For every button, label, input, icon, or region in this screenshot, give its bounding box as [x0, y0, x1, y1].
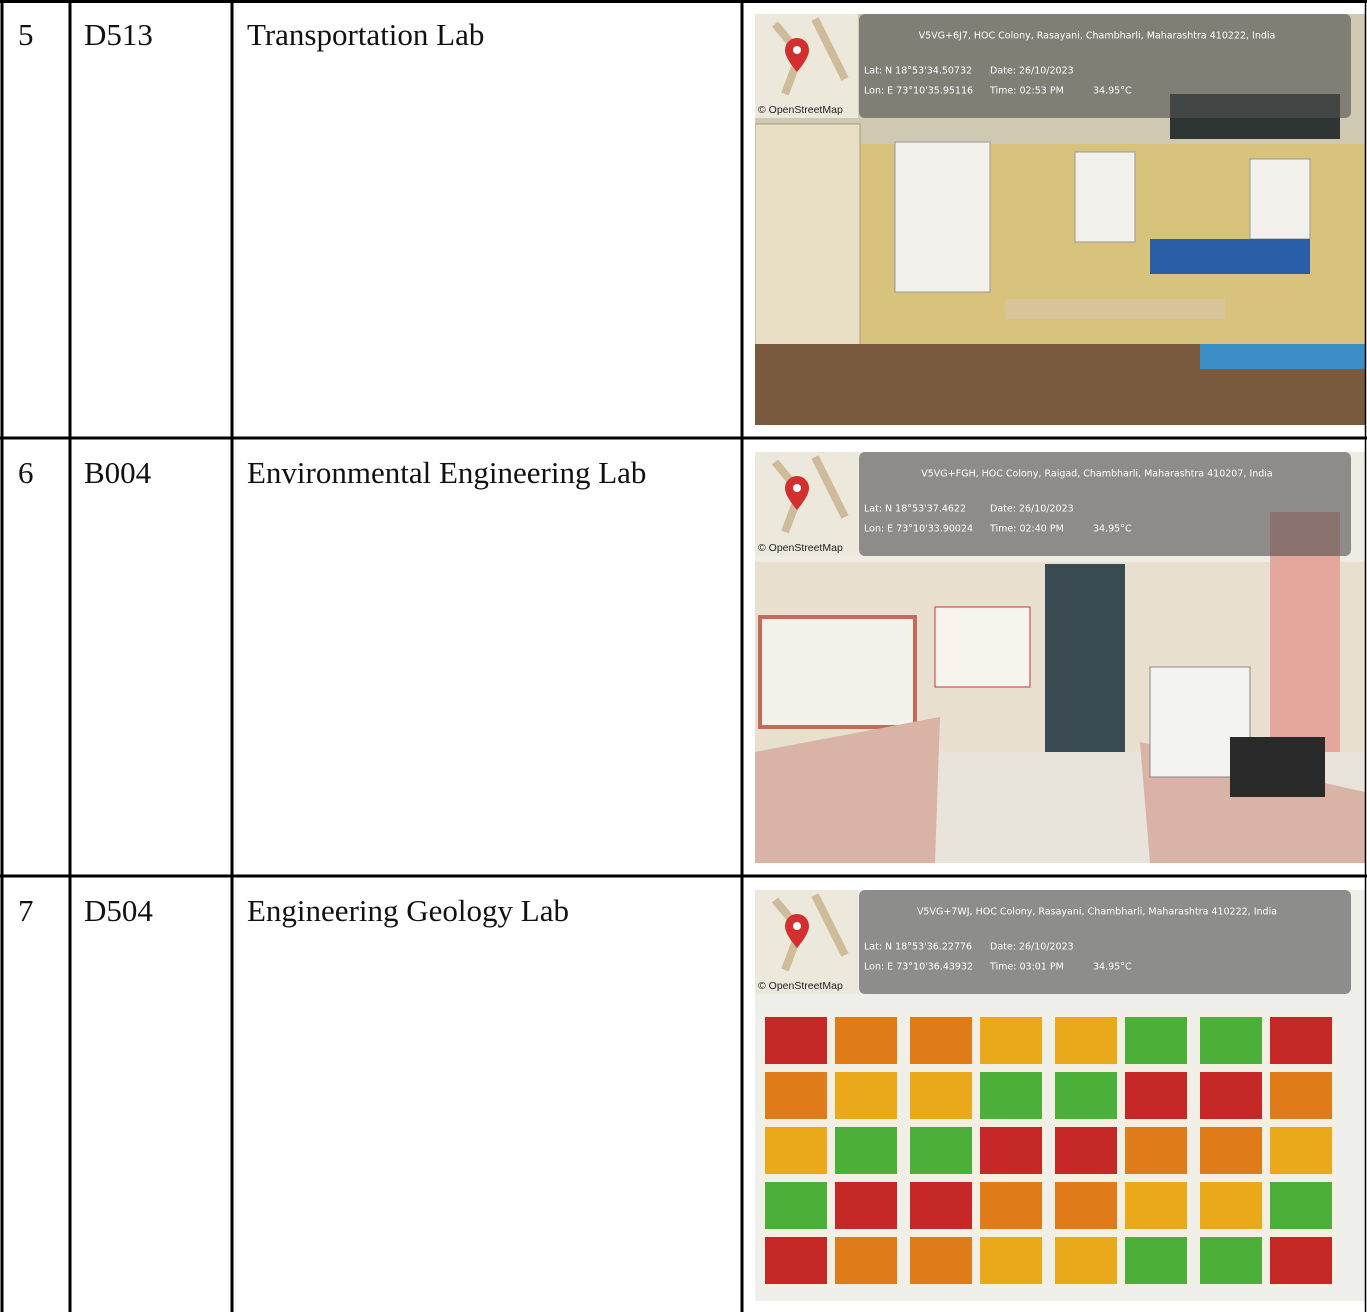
shelf-box: [1121, 1178, 1191, 1233]
blue-bench: [1150, 239, 1310, 274]
geotag-lon: Lon: E 73°10'36.43932: [864, 962, 973, 973]
shelf-box: [1051, 1233, 1121, 1288]
shelf-box: [1121, 1123, 1191, 1178]
poster: [1249, 158, 1311, 240]
table-row: 5 D513 Transportation Lab V5VG+6J7, HOC Col…: [18, 14, 1365, 425]
counter: [755, 717, 940, 863]
geotag-time: Time: 02:40 PM: [989, 524, 1064, 535]
geotag-address: V5VG+6J7, HOC Colony, Rasayani, Chambhar…: [919, 31, 1276, 42]
geotag-temperature: 34.95°C: [1093, 962, 1132, 973]
shelf-box: [831, 1123, 901, 1178]
shelf-box: [1051, 1123, 1121, 1178]
map-pin-dot: [793, 484, 801, 492]
shelf-box: [761, 1068, 831, 1123]
lab-name: Environmental Engineering Lab: [247, 455, 646, 490]
table-row: 6 B004 Environmental Engineering Lab V5VG+F…: [18, 452, 1365, 863]
shelf-box: [831, 1013, 901, 1068]
shelf-box: [1266, 1178, 1336, 1233]
shelf-box: [906, 1178, 976, 1233]
chart: [934, 606, 1031, 688]
geotag-time: Time: 02:53 PM: [989, 86, 1064, 97]
room-code: D504: [84, 893, 153, 928]
shelf-box: [1266, 1013, 1336, 1068]
geotag-lat: Lat: N 18°53'36.22776: [864, 942, 972, 953]
blue-bench: [1200, 344, 1365, 369]
shelf-box: [1051, 1013, 1121, 1068]
shelf-box: [976, 1013, 1046, 1068]
geotag-date: Date: 26/10/2023: [990, 504, 1074, 515]
instrument: [1230, 737, 1325, 797]
map-pin-dot: [793, 922, 801, 930]
shelf-box: [906, 1123, 976, 1178]
room-code: D513: [84, 17, 153, 52]
geotag-box: [859, 14, 1351, 118]
shelf-box: [831, 1233, 901, 1288]
map-pin-dot: [793, 46, 801, 54]
shelf-box: [761, 1178, 831, 1233]
shelf-box: [1051, 1068, 1121, 1123]
geotag-lat: Lat: N 18°53'37.4622: [864, 504, 966, 515]
shelf-box: [1051, 1178, 1121, 1233]
shelf-box: [1266, 1123, 1336, 1178]
shelf-box: [761, 1123, 831, 1178]
geotag-box: [859, 452, 1351, 556]
shelf-box: [1121, 1233, 1191, 1288]
shelf-box: [976, 1233, 1046, 1288]
shelf-box: [831, 1068, 901, 1123]
geotag-time: Time: 03:01 PM: [989, 962, 1064, 973]
map-pin: [785, 914, 809, 948]
shelf-box: [906, 1233, 976, 1288]
geotag-address: V5VG+7WJ, HOC Colony, Rasayani, Chambhar…: [917, 907, 1277, 918]
row-number: 7: [18, 893, 34, 928]
row-number: 5: [18, 17, 34, 52]
geotag-temperature: 34.95°C: [1093, 524, 1132, 535]
poster: [894, 141, 991, 293]
map-pin: [785, 38, 809, 72]
poster: [1074, 151, 1136, 243]
shelf-box: [1196, 1178, 1266, 1233]
lab-photo: V5VG+FGH, HOC Colony, Raigad, Chambharli…: [755, 452, 1365, 863]
geotag-lat: Lat: N 18°53'34.50732: [864, 66, 972, 77]
shelf-box: [831, 1178, 901, 1233]
shelf-box: [1121, 1068, 1191, 1123]
geotag-lon: Lon: E 73°10'33.90024: [864, 524, 973, 535]
shelf-box: [1266, 1068, 1336, 1123]
shelf-box: [906, 1068, 976, 1123]
shelf-box: [761, 1233, 831, 1288]
map-credit: © OpenStreetMap: [758, 980, 843, 992]
shelf-box: [976, 1123, 1046, 1178]
shelf-box: [1196, 1123, 1266, 1178]
table-row: 7 D504 Engineering Geology Lab V5VG+7WJ, HO…: [18, 890, 1365, 1301]
lab-name: Transportation Lab: [247, 17, 484, 52]
shelf-box: [1196, 1233, 1266, 1288]
geotag-temperature: 34.95°C: [1093, 86, 1132, 97]
geotag-date: Date: 26/10/2023: [990, 942, 1074, 953]
geotag-address: V5VG+FGH, HOC Colony, Raigad, Chambharli…: [921, 469, 1272, 480]
shelf-box: [976, 1068, 1046, 1123]
map-pin: [785, 476, 809, 510]
shelf-box: [976, 1178, 1046, 1233]
shelf-box: [1121, 1013, 1191, 1068]
map-credit: © OpenStreetMap: [758, 542, 843, 554]
room-code: B004: [84, 455, 152, 490]
row-number: 6: [18, 455, 34, 490]
shelf-box: [1196, 1068, 1266, 1123]
map-credit: © OpenStreetMap: [758, 104, 843, 116]
lab-photo: V5VG+7WJ, HOC Colony, Rasayani, Chambhar…: [755, 890, 1365, 1301]
geotag-box: [859, 890, 1351, 994]
lab-photo: V5VG+6J7, HOC Colony, Rasayani, Chambhar…: [755, 14, 1365, 425]
board: [758, 615, 917, 729]
table: [1005, 299, 1225, 319]
shelf-box: [1266, 1233, 1336, 1288]
geotag-lon: Lon: E 73°10'35.95116: [864, 86, 973, 97]
door: [1045, 564, 1125, 764]
geotag-date: Date: 26/10/2023: [990, 66, 1074, 77]
shelf-box: [906, 1013, 976, 1068]
shelf-box: [761, 1013, 831, 1068]
lab-name: Engineering Geology Lab: [247, 893, 569, 928]
shelf-box: [1196, 1013, 1266, 1068]
